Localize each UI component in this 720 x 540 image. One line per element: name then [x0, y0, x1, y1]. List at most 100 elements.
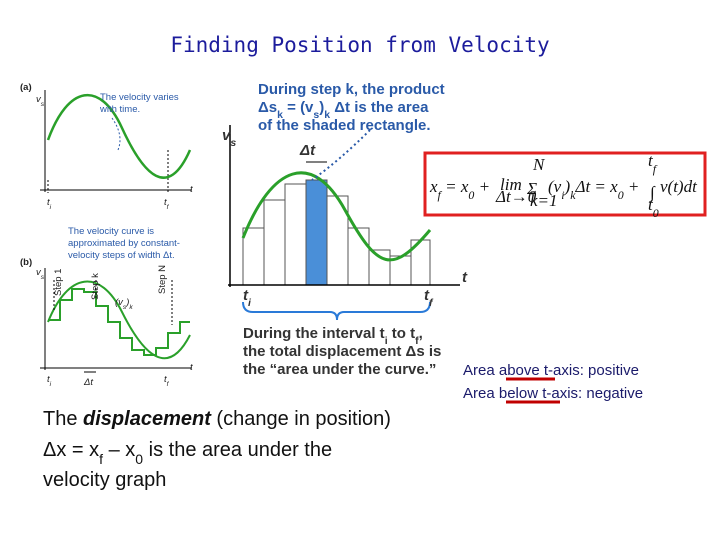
- text: Δx = x: [43, 439, 99, 461]
- text: t: [47, 374, 50, 385]
- side-note: Area above t-axis: positive: [463, 362, 639, 379]
- side-note: Area below t-axis: negative: [463, 385, 643, 402]
- body-text: Δx = xf – x0 is the area under the: [43, 439, 332, 467]
- caption: the “area under the curve.”: [243, 361, 436, 378]
- axis-label: t: [190, 362, 193, 373]
- note: velocity steps of width Δt.: [68, 250, 175, 261]
- step-width: Δt: [299, 142, 316, 159]
- equation: xf = x0 + lim Δt→0 Σ N k=1 (vi)kΔt = x0 …: [423, 151, 707, 220]
- step-label: (vs)k: [115, 297, 133, 311]
- text: = x: [441, 177, 469, 196]
- slide-title: Finding Position from Velocity: [170, 33, 549, 57]
- step-rect: [347, 227, 370, 286]
- body-text: velocity graph: [43, 469, 166, 491]
- axis-label: vs: [36, 267, 45, 281]
- subscript: k: [324, 109, 330, 121]
- text: t: [648, 195, 654, 214]
- subscript: f: [653, 162, 658, 176]
- axis-label: t: [190, 184, 193, 195]
- text: ): [125, 297, 129, 308]
- equation-part: k=1: [530, 191, 558, 210]
- text: is the area under the: [143, 439, 332, 461]
- text: +: [624, 177, 640, 196]
- subscript: 0: [653, 206, 659, 220]
- subscript: 0: [135, 451, 143, 467]
- step-label: Step 1: [53, 269, 64, 296]
- subscript: i: [50, 381, 52, 388]
- text: Δt is the area: [330, 99, 429, 116]
- velocity-curve: [241, 171, 432, 262]
- callout: Δsk = (vs)k Δt is the area: [258, 99, 429, 121]
- callout: of the shaded rectangle.: [258, 117, 431, 134]
- equation-part: tf: [648, 151, 658, 176]
- text: v: [36, 267, 42, 278]
- subscript: s: [313, 109, 319, 121]
- label: (b): [20, 257, 32, 268]
- text: The: [43, 408, 83, 430]
- text: – x: [103, 439, 135, 461]
- text: v: [36, 94, 42, 105]
- subscript: s: [41, 101, 45, 108]
- equation-part: lim: [500, 175, 522, 194]
- step-label: Step N: [157, 265, 168, 294]
- text: (v: [548, 177, 562, 196]
- step-rect: [263, 199, 286, 286]
- caption: the total displacement Δs is: [243, 343, 441, 360]
- caption: During the interval ti to tf,: [243, 325, 423, 347]
- text: ): [564, 177, 571, 196]
- equation-part: ∫: [649, 183, 656, 203]
- note: The velocity varies: [100, 92, 179, 103]
- text: t: [424, 287, 430, 304]
- figure-main: During step k, the product Δsk = (vs)k Δ…: [222, 81, 468, 378]
- step-rect: [284, 183, 307, 286]
- equation-box: [423, 151, 707, 217]
- text: t: [164, 197, 167, 208]
- text: ,: [419, 325, 423, 342]
- equation-part: t0: [648, 195, 659, 220]
- equation-part: (vi)kΔt = x0 +: [548, 177, 639, 202]
- text: During the interval t: [243, 325, 385, 342]
- text: Δs: [258, 99, 277, 116]
- subscript: i: [561, 188, 564, 202]
- subscript: 0: [618, 188, 624, 202]
- emphasis: displacement: [83, 408, 212, 430]
- text: (change in position): [211, 408, 391, 430]
- step-curve: [48, 288, 190, 356]
- subscript: f: [438, 188, 443, 202]
- equation-part: xf = x0 +: [429, 177, 490, 202]
- equation-part: Σ: [526, 179, 537, 198]
- body-text: The displacement (change in position): [43, 408, 391, 430]
- subscript: f: [99, 451, 103, 467]
- rectangles: [242, 179, 431, 286]
- subscript: s: [123, 304, 127, 311]
- pointer: [311, 129, 371, 181]
- axis-label: vs: [222, 127, 236, 149]
- text: = (v: [283, 99, 314, 116]
- subscript: k: [570, 188, 576, 202]
- text: to t: [388, 325, 416, 342]
- axis-label: vs: [36, 94, 45, 108]
- subscript: i: [248, 297, 252, 309]
- tick-label: tf: [164, 374, 170, 388]
- axis-label: t: [462, 269, 468, 286]
- text: +: [474, 177, 490, 196]
- text: t: [648, 151, 654, 170]
- text: (v: [115, 297, 124, 308]
- tick-label: tf: [164, 197, 170, 211]
- subscript: f: [167, 204, 170, 211]
- subscript: k: [277, 109, 283, 121]
- figure-a: (a) vs t ti tf The velocity varies with …: [20, 82, 193, 211]
- subscript: f: [167, 381, 170, 388]
- subscript: s: [230, 137, 236, 149]
- text: v: [222, 127, 232, 144]
- tick-label: ti: [243, 287, 252, 309]
- equation-part: Δt→0: [495, 187, 537, 206]
- subscript: i: [50, 204, 52, 211]
- velocity-curve: [46, 94, 192, 179]
- tick-label: ti: [47, 197, 52, 211]
- highlighted-rect: [305, 179, 328, 286]
- bracket: [242, 301, 431, 321]
- text: x: [429, 177, 438, 196]
- subscript: f: [415, 335, 419, 347]
- text: t: [47, 197, 50, 208]
